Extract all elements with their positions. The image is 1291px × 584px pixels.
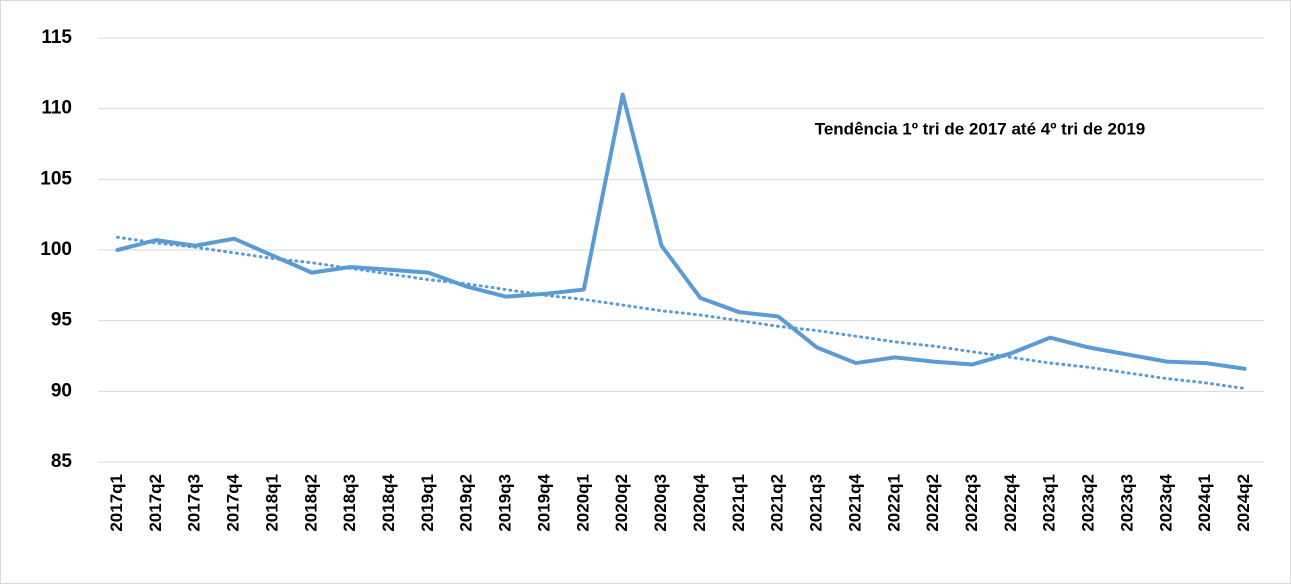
x-tick-label: 2019q2	[457, 474, 476, 532]
x-tick-label: 2023q3	[1117, 474, 1136, 532]
x-tick-label: 2017q3	[185, 474, 204, 532]
x-tick-label: 2021q2	[768, 474, 787, 532]
y-tick-label: 115	[41, 27, 72, 48]
x-tick-label: 2023q1	[1040, 474, 1059, 532]
x-tick-label: 2019q1	[418, 474, 437, 532]
y-tick-label: 90	[51, 380, 72, 401]
x-tick-label: 2017q2	[146, 474, 165, 532]
x-tick-label: 2021q4	[845, 473, 864, 531]
y-tick-label: 105	[40, 168, 72, 189]
x-tick-label: 2020q3	[651, 474, 670, 532]
x-tick-label: 2018q1	[262, 474, 281, 532]
annotation: Tendência 1º tri de 2017 até 4º tri de 2…	[815, 119, 1146, 138]
x-tick-label: 2020q2	[612, 474, 631, 532]
x-tick-label: 2022q4	[1001, 473, 1020, 531]
y-tick-label: 95	[51, 310, 73, 331]
x-tick-label: 2023q2	[1079, 474, 1098, 532]
trend-line	[115, 235, 1247, 391]
x-tick-label: 2018q4	[379, 473, 398, 531]
x-tick-label: 2017q4	[224, 473, 243, 531]
x-tick-label: 2020q1	[573, 474, 592, 532]
x-tick-label: 2018q3	[340, 474, 359, 532]
x-tick-label: 2024q1	[1195, 474, 1214, 532]
data-line	[115, 92, 1247, 371]
x-tick-label: 2019q4	[534, 473, 553, 531]
x-tick-label: 2024q2	[1234, 474, 1253, 532]
y-tick-label: 110	[41, 98, 72, 119]
x-tick-label: 2020q4	[690, 473, 709, 531]
x-tick-label: 2022q1	[884, 474, 903, 532]
x-tick-label: 2022q2	[923, 474, 942, 532]
x-tick-label: 2019q3	[496, 474, 515, 532]
x-tick-label: 2017q1	[107, 474, 126, 532]
y-tick-label: 100	[40, 239, 72, 260]
x-tick-label: 2022q3	[962, 474, 981, 532]
x-tick-label: 2021q3	[807, 474, 826, 532]
x-tick-label: 2023q4	[1156, 473, 1175, 531]
x-tick-label: 2021q1	[729, 474, 748, 532]
y-tick-label: 85	[51, 451, 73, 472]
x-tick-label: 2018q2	[301, 474, 320, 532]
